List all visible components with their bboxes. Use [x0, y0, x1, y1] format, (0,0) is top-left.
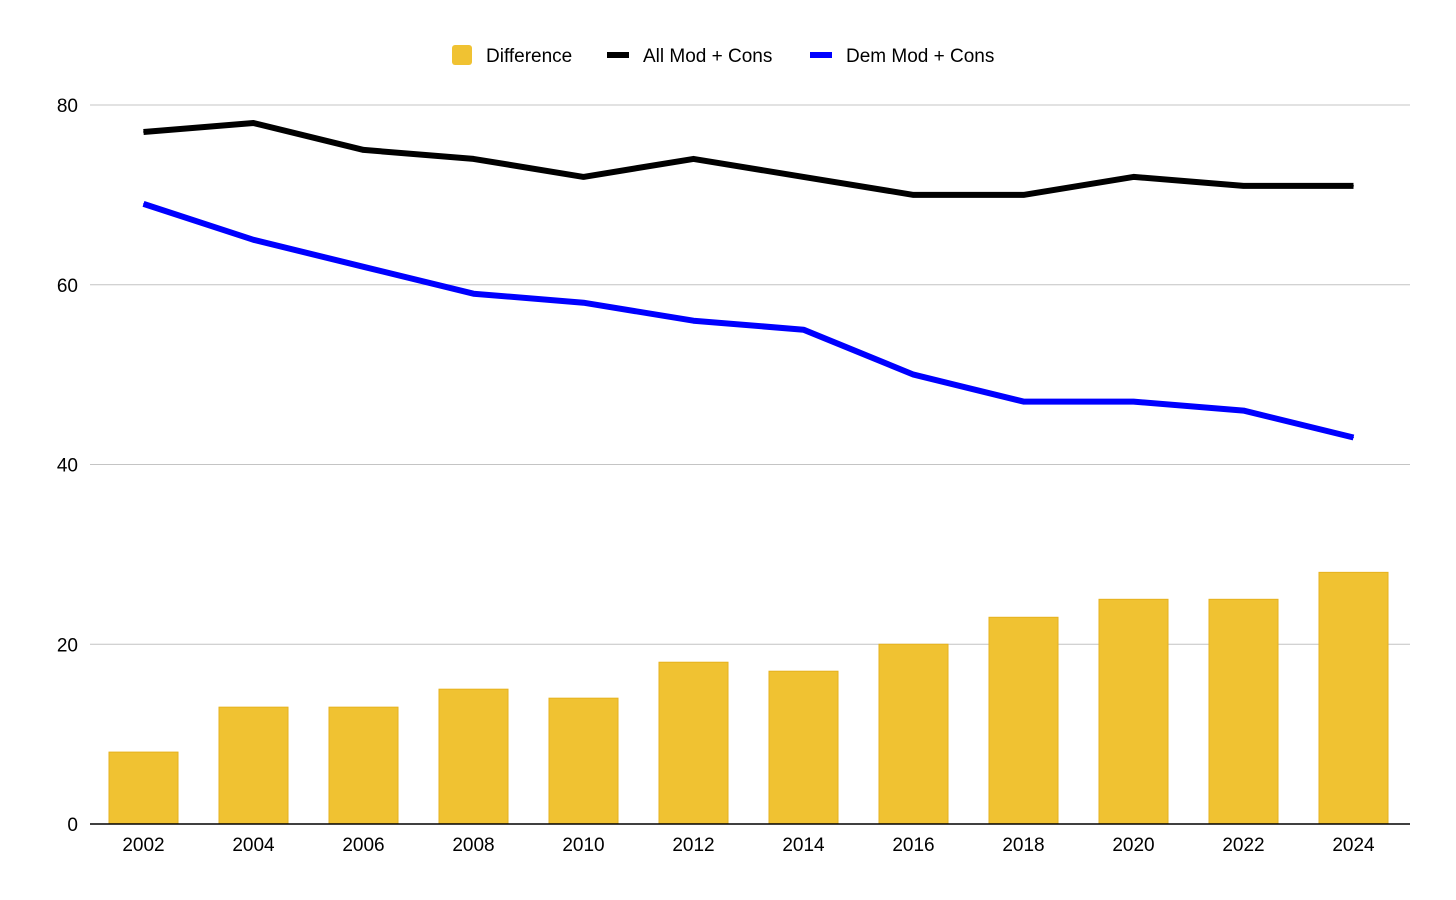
tick-labels: 0 20 40 60 80 2002 2004 2006 2008 2010 2012 2014 201… [57, 96, 1375, 856]
bar [878, 643, 949, 825]
bar-series [108, 571, 1389, 825]
bar [768, 670, 839, 825]
data-point [693, 320, 694, 322]
series-line [143, 120, 1354, 198]
x-tick-label: 2022 [1222, 835, 1264, 856]
bar [988, 616, 1059, 825]
series-line [142, 201, 1355, 441]
data-point [1133, 401, 1134, 403]
data-point [1023, 194, 1024, 196]
legend-swatch [607, 52, 629, 58]
data-point [143, 131, 144, 133]
data-point [1023, 401, 1024, 403]
data-point [913, 194, 914, 196]
data-point [1243, 410, 1244, 412]
gridlines [90, 104, 1410, 645]
data-point [253, 239, 254, 241]
data-point [253, 122, 254, 124]
bar [218, 706, 289, 825]
legend-swatch [452, 45, 472, 65]
legend: Difference All Mod + Cons Dem Mod + Cons [452, 45, 994, 67]
data-point [583, 176, 584, 178]
data-point [693, 158, 694, 160]
x-tick-label: 2010 [562, 835, 604, 856]
y-tick-label: 20 [57, 635, 78, 656]
data-point [583, 302, 584, 304]
x-tick-label: 2008 [452, 835, 494, 856]
data-point [363, 149, 364, 151]
bar [328, 706, 399, 825]
x-tick-label: 2004 [232, 835, 275, 856]
line-series [142, 120, 1355, 441]
data-point [473, 293, 474, 295]
data-point [803, 329, 804, 331]
y-tick-label: 0 [67, 815, 78, 836]
x-tick-label: 2012 [672, 835, 714, 856]
data-point [1243, 185, 1244, 187]
data-point [803, 176, 804, 178]
x-tick-label: 2020 [1112, 835, 1154, 856]
x-tick-label: 2016 [892, 835, 934, 856]
bar [1098, 598, 1169, 825]
legend-swatch [810, 52, 832, 58]
bar [108, 751, 179, 825]
x-tick-label: 2006 [342, 835, 384, 856]
legend-item: Dem Mod + Cons [810, 46, 994, 67]
y-tick-label: 60 [57, 276, 78, 297]
data-point [473, 158, 474, 160]
bar [1208, 598, 1279, 825]
x-tick-label: 2002 [122, 835, 164, 856]
data-point [1133, 176, 1134, 178]
legend-label: Difference [486, 46, 572, 67]
x-tick-label: 2018 [1002, 835, 1044, 856]
data-point [913, 374, 914, 376]
legend-label: Dem Mod + Cons [846, 46, 994, 67]
data-point [1353, 185, 1354, 187]
bar [658, 661, 729, 825]
data-point [143, 203, 144, 205]
bar [548, 697, 619, 825]
x-tick-label: 2024 [1332, 835, 1375, 856]
legend-item: All Mod + Cons [607, 46, 772, 67]
legend-item: Difference [452, 45, 572, 67]
y-tick-label: 40 [57, 456, 78, 477]
x-tick-label: 2014 [782, 835, 825, 856]
legend-label: All Mod + Cons [643, 46, 772, 67]
bar [1318, 571, 1389, 825]
data-point [1353, 437, 1354, 439]
y-tick-label: 80 [57, 96, 78, 117]
data-point [363, 266, 364, 268]
bar [438, 688, 509, 825]
